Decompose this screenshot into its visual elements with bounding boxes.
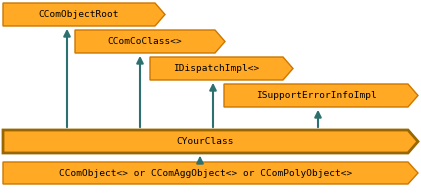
Text: ISupportErrorInfoImpl: ISupportErrorInfoImpl <box>256 91 376 100</box>
Polygon shape <box>3 3 165 26</box>
Text: CComObject<> or CComAggObject<> or CComPolyObject<>: CComObject<> or CComAggObject<> or CComP… <box>59 169 352 178</box>
Text: IDispatchImpl<>: IDispatchImpl<> <box>173 64 260 73</box>
Polygon shape <box>3 162 418 184</box>
Text: CYourClass: CYourClass <box>177 137 234 146</box>
Polygon shape <box>224 84 418 107</box>
Polygon shape <box>75 30 225 53</box>
Polygon shape <box>150 57 293 80</box>
Text: CComObjectRoot: CComObjectRoot <box>39 10 119 19</box>
Polygon shape <box>3 130 418 153</box>
Text: CComCoClass<>: CComCoClass<> <box>108 37 182 46</box>
